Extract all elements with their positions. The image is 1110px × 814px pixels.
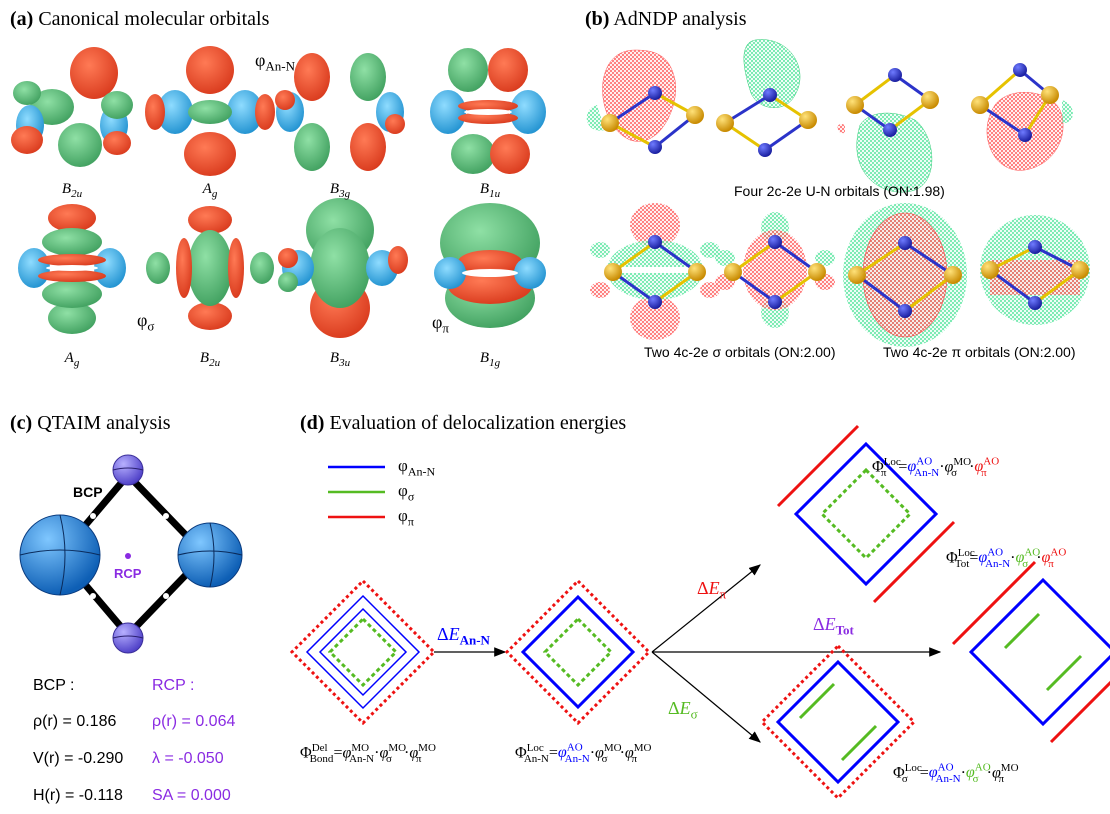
orbital-b3u [278,198,408,338]
rcp-lambda: λ = -0.050 [152,750,224,767]
orbital-b3g-1 [275,53,405,171]
adndp-orbital-3 [837,68,939,193]
bcp-point [163,513,169,519]
bcp-tag: BCP [73,484,103,500]
phi-an-n-label: φAn-N [255,50,295,74]
adndp-caption-sigma: Two 4c-2e σ orbitals (ON:2.00) [644,344,836,360]
adndp-sigma-2 [715,212,835,328]
delta-e-ann: ΔEAn-N [437,624,490,648]
bcp-rho: ρ(r) = 0.186 [33,713,117,730]
formula-bond: ΦDelBond=φMOAn-N·φMOσ ·φMOπ [300,742,436,765]
orbital-label: B3g [329,181,351,200]
adndp-orbital-1 [586,49,704,154]
orbital-label: B1u [479,181,501,200]
diamond-ann [504,578,652,726]
legend-label-ann: φAn-N [398,456,436,479]
bcp-header: BCP : [33,677,75,694]
legend-label-sigma: φσ [398,481,415,504]
delta-e-tot: ΔETot [813,614,854,638]
rcp-point [125,553,131,559]
adndp-caption-pi: Two 4c-2e π orbitals (ON:2.00) [883,344,1076,360]
rcp-tag: RCP [114,566,142,581]
panel-b-title: (b) AdNDP analysis [585,8,747,30]
atom-right [177,522,243,588]
adndp-pi-1 [843,203,967,347]
diamond-pi [776,424,956,604]
orbital-label: B3u [329,350,351,369]
atom-bottom [112,622,144,654]
formula-ann: ΦLocAn-N=φAOAn-N·φMOσ ·φMOπ [515,742,652,765]
delta-e-sigma: ΔEσ [668,698,698,722]
atom-left [19,514,101,596]
adndp-pi-2 [980,215,1090,325]
orbital-b1g [434,203,546,328]
bcp-point [90,593,96,599]
adndp-sigma-1 [590,203,720,340]
formula-pi: ΦLocπ =φAOAn-N·φMOσ ·φAOπ [872,456,1000,479]
adndp-orbital-4 [971,63,1073,171]
bcp-point [90,513,96,519]
orbital-ag-1 [145,46,275,176]
orbital-label: B2u [61,181,83,200]
orbital-label: Ag [64,350,80,369]
diamond-sigma [759,643,917,801]
diamond-tot [951,560,1110,744]
orbital-label: B1g [479,350,501,369]
adndp-caption-un: Four 2c-2e U-N orbitals (ON:1.98) [734,183,945,199]
rcp-header: RCP : [152,677,195,694]
orbital-ag-2 [18,204,126,334]
orbital-b1u-1 [430,48,546,174]
diamond-bond [289,578,437,726]
legend-label-pi: φπ [398,506,414,529]
formula-sigma: ΦLocσ =φAOAn-N·φAOσ ·φMOπ [893,762,1019,785]
bcp-h: H(r) = -0.118 [33,787,123,804]
rcp-sa: SA = 0.000 [152,787,231,804]
adndp-orbital-2 [716,39,817,157]
bcp-point [163,593,169,599]
panel-d-title: (d) Evaluation of delocalization energie… [300,412,627,434]
orbital-label: B2u [199,350,221,369]
phi-sigma-label: φσ [137,310,155,334]
atom-top [112,454,144,486]
panel-c-title: (c) QTAIM analysis [10,412,171,434]
formula-tot: ΦLocTot=φAOAn-N·φAOσ ·φAOπ [946,547,1067,570]
panel-a-title: (a) Canonical molecular orbitals [10,8,270,30]
delta-e-pi: ΔEπ [697,578,727,602]
orbital-label: Ag [202,181,218,200]
phi-pi-label: φπ [432,312,449,336]
orbital-b2u-1 [11,47,133,167]
rcp-rho: ρ(r) = 0.064 [152,713,236,730]
orbital-b2u-2 [146,206,274,330]
bcp-v: V(r) = -0.290 [33,750,124,767]
